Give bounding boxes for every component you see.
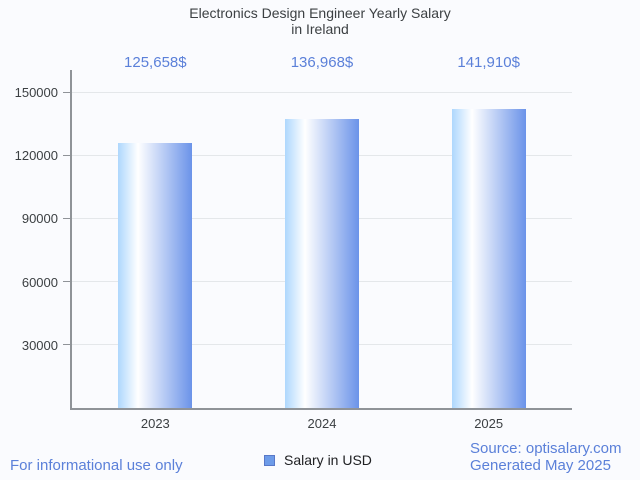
y-tick-mark xyxy=(63,217,71,219)
bar-value-label: 141,910$ xyxy=(457,54,520,71)
disclaimer-text: For informational use only xyxy=(10,457,183,474)
x-tick-label: 2025 xyxy=(474,416,504,431)
y-tick-mark xyxy=(63,91,71,93)
chart-title-line2: in Ireland xyxy=(291,21,349,37)
chart-title-line1: Electronics Design Engineer Yearly Salar… xyxy=(189,5,451,21)
legend-label: Salary in USD xyxy=(284,452,372,468)
y-tick-mark xyxy=(63,154,71,156)
bar-value-label: 136,968$ xyxy=(290,54,354,71)
y-tick-mark xyxy=(63,281,71,283)
x-tick-label: 2023 xyxy=(140,416,170,431)
bar-2023 xyxy=(118,143,193,408)
y-tick-label: 30000 xyxy=(21,337,58,353)
gridline xyxy=(72,91,572,93)
y-axis-line xyxy=(70,70,72,410)
y-tick-label: 60000 xyxy=(21,274,58,290)
y-tick-label: 150000 xyxy=(14,85,58,100)
legend-swatch-icon xyxy=(264,454,275,466)
y-tick-label: 120000 xyxy=(14,148,58,164)
x-tick-label: 2024 xyxy=(307,416,337,431)
generated-text: Generated May 2025 xyxy=(470,457,611,474)
source-block: Source: optisalary.com Generated May 202… xyxy=(470,440,621,474)
bar-value-label: 125,658$ xyxy=(124,54,187,71)
chart-title: Electronics Design Engineer Yearly Salar… xyxy=(0,5,640,37)
x-axis-line xyxy=(70,408,572,410)
legend: Salary in USD xyxy=(264,452,372,468)
bar-2024 xyxy=(285,119,359,408)
source-text: Source: optisalary.com xyxy=(470,440,622,457)
y-tick-label: 90000 xyxy=(21,211,58,227)
y-tick-mark xyxy=(63,344,71,346)
bar-2025 xyxy=(451,109,526,408)
